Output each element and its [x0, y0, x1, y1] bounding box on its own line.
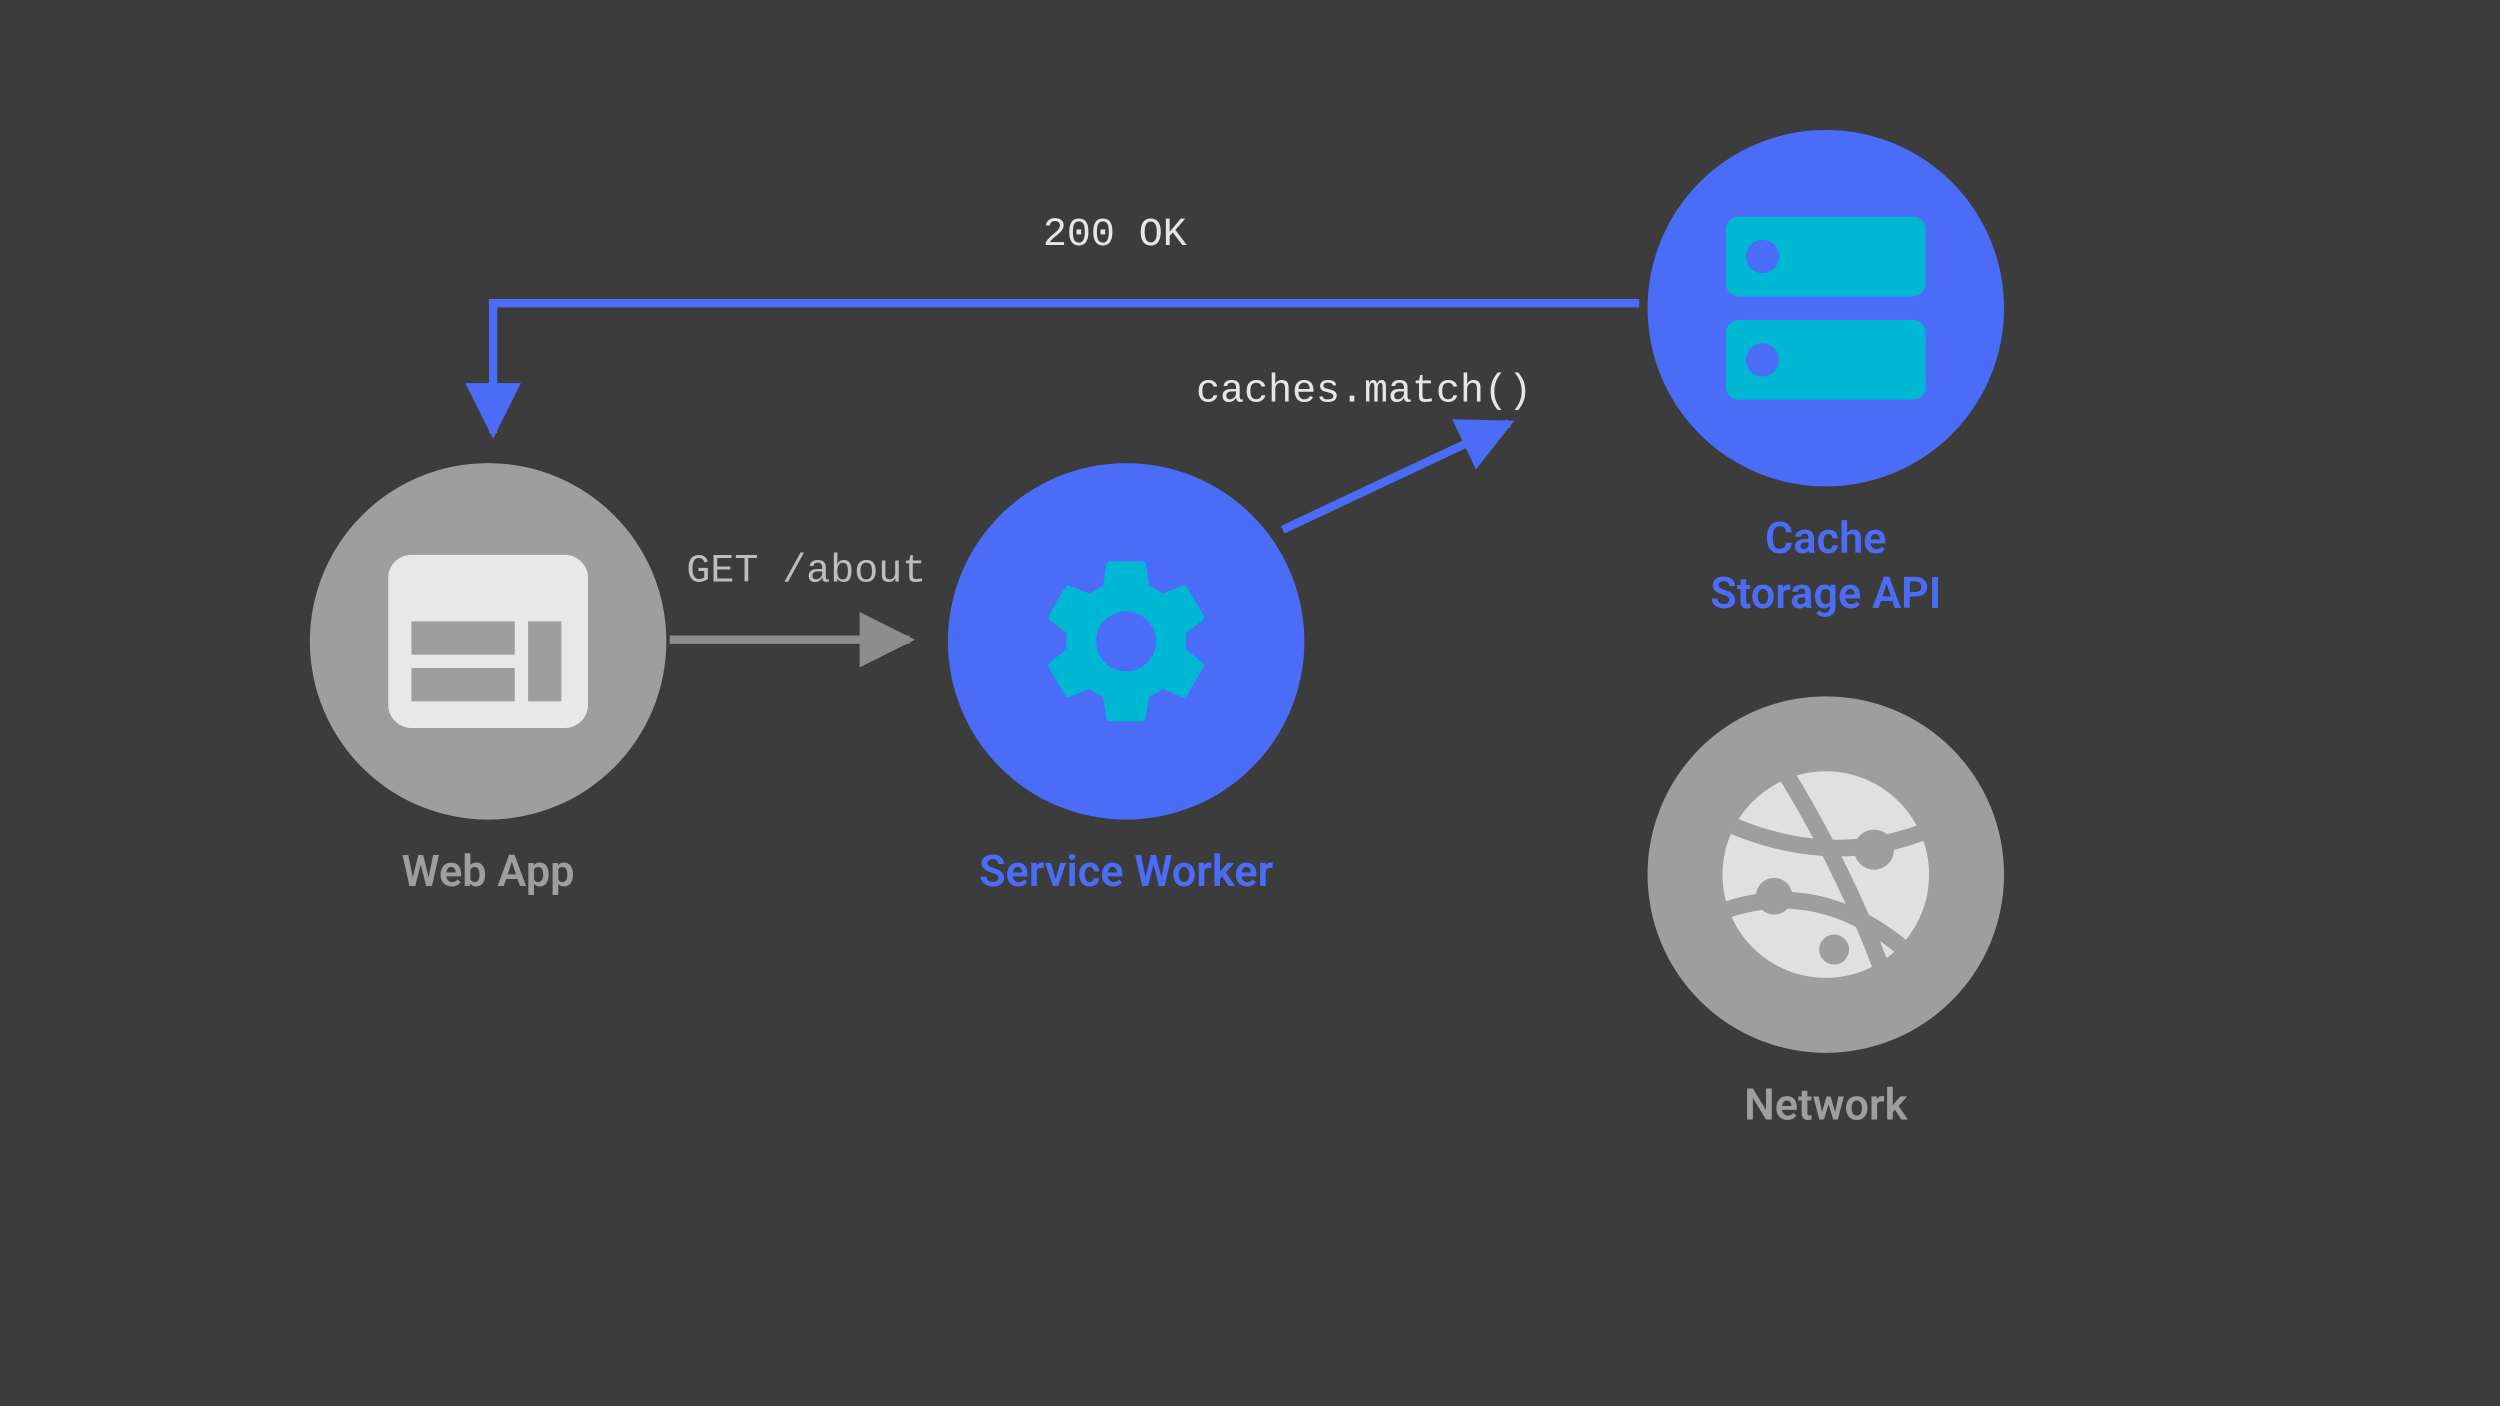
edge-label-get-about: GET /about — [686, 550, 926, 595]
service-worker-label: Service Worker — [979, 846, 1273, 900]
cache-storage-label: Cache Storage API — [1710, 513, 1941, 621]
browser-window-icon — [388, 555, 588, 728]
network-circle — [1648, 696, 2004, 1052]
network-label: Network — [1744, 1079, 1907, 1133]
gear-icon — [1026, 541, 1226, 741]
edge-caches-match — [1283, 423, 1510, 530]
web-app-label: Web App — [402, 846, 575, 900]
cache-storage-circle — [1648, 130, 2004, 486]
edge-label-caches-match: caches.match() — [1196, 370, 1532, 415]
node-web-app: Web App — [310, 463, 666, 900]
edge-label-response-200: 200 OK — [1043, 213, 1187, 258]
node-network: Network — [1648, 696, 2004, 1133]
node-cache-storage: Cache Storage API — [1648, 130, 2004, 621]
storage-icon — [1726, 217, 1926, 400]
service-worker-circle — [948, 463, 1304, 819]
diagram-canvas: GET /about caches.match() 200 OK Web App… — [0, 0, 2499, 1406]
node-service-worker: Service Worker — [948, 463, 1304, 900]
globe-network-icon — [1701, 750, 1951, 1000]
web-app-circle — [310, 463, 666, 819]
